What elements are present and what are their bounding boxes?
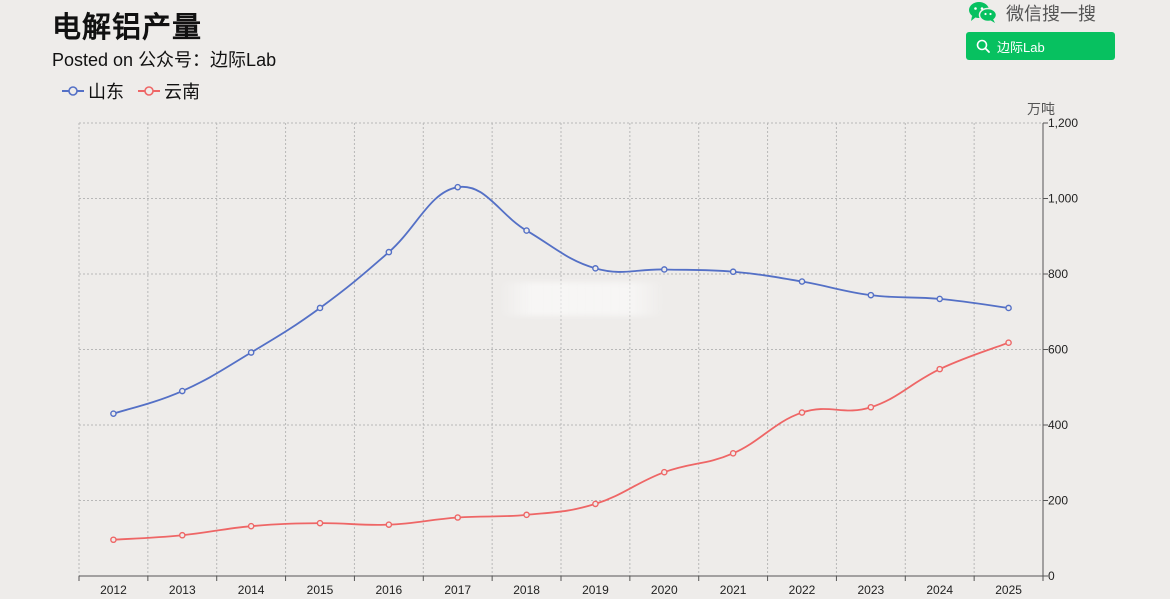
data-point-1[interactable] xyxy=(592,500,599,508)
y-tick-label: 200 xyxy=(1048,494,1068,508)
y-tick-label: 400 xyxy=(1048,418,1068,432)
legend-item-shandong[interactable]: 山东 xyxy=(62,78,124,104)
data-point-1[interactable] xyxy=(798,409,806,416)
data-point-1[interactable] xyxy=(867,403,875,411)
data-point-1[interactable] xyxy=(178,531,186,539)
chart-legend: 山东 云南 xyxy=(62,78,200,104)
legend-label-yunnan: 云南 xyxy=(164,82,200,103)
data-point-0[interactable] xyxy=(592,265,599,272)
data-point-0[interactable] xyxy=(1005,304,1012,312)
data-point-0[interactable] xyxy=(523,227,530,234)
legend-label-shandong: 山东 xyxy=(88,82,124,103)
x-tick-label: 2022 xyxy=(789,583,816,597)
x-tick-label: 2021 xyxy=(720,583,747,597)
data-point-0[interactable] xyxy=(316,304,324,312)
series-line-1 xyxy=(113,341,1009,541)
x-tick-label: 2023 xyxy=(858,583,885,597)
x-tick-label: 2019 xyxy=(582,583,609,597)
data-point-0[interactable] xyxy=(247,349,255,356)
y-axis-unit-label: 万吨 xyxy=(1027,102,1055,118)
legend-swatch-yunnan xyxy=(138,86,160,96)
data-point-0[interactable] xyxy=(867,291,875,299)
data-point-0[interactable] xyxy=(385,248,393,256)
y-tick-label: 600 xyxy=(1048,343,1068,357)
wechat-icon xyxy=(969,2,998,23)
wechat-search-text: 边际Lab xyxy=(997,39,1045,55)
watermark-overlay xyxy=(498,282,666,316)
data-point-1[interactable] xyxy=(110,536,117,544)
y-tick-label: 1,200 xyxy=(1048,116,1078,130)
data-point-1[interactable] xyxy=(247,522,255,530)
data-point-0[interactable] xyxy=(798,278,806,285)
chart-subtitle: Posted on 公众号：边际Lab xyxy=(52,50,277,70)
data-point-1[interactable] xyxy=(1005,339,1012,347)
data-point-1[interactable] xyxy=(729,450,737,457)
x-tick-label: 2020 xyxy=(651,583,678,597)
data-point-1[interactable] xyxy=(454,514,462,521)
x-tick-label: 2018 xyxy=(513,583,540,597)
data-point-1[interactable] xyxy=(316,519,324,527)
wechat-brand-label: 微信搜一搜 xyxy=(1006,4,1096,25)
chart-title: 电解铝产量 xyxy=(52,10,203,44)
wechat-search-box[interactable]: 边际Lab xyxy=(966,32,1115,60)
data-point-0[interactable] xyxy=(178,387,186,395)
wechat-brand: 微信搜一搜 xyxy=(968,0,1096,26)
series-line-0 xyxy=(113,186,1009,415)
y-tick-label: 1,000 xyxy=(1048,192,1078,206)
y-tick-label: 0 xyxy=(1048,569,1055,583)
x-tick-label: 2014 xyxy=(238,583,265,597)
search-icon xyxy=(976,39,990,53)
y-tick-label: 800 xyxy=(1048,267,1068,281)
data-point-1[interactable] xyxy=(523,511,530,519)
data-point-1[interactable] xyxy=(660,468,668,476)
x-tick-label: 2025 xyxy=(995,583,1022,597)
data-point-0[interactable] xyxy=(936,295,944,303)
x-tick-label: 2015 xyxy=(307,583,334,597)
x-tick-label: 2013 xyxy=(169,583,196,597)
x-tick-label: 2024 xyxy=(926,583,953,597)
x-tick-label: 2016 xyxy=(376,583,403,597)
data-point-0[interactable] xyxy=(454,183,462,191)
data-point-0[interactable] xyxy=(110,410,117,417)
data-point-1[interactable] xyxy=(936,365,944,373)
data-point-0[interactable] xyxy=(660,266,668,273)
data-point-1[interactable] xyxy=(385,521,393,528)
x-tick-label: 2012 xyxy=(100,583,127,597)
legend-item-yunnan[interactable]: 云南 xyxy=(138,78,200,104)
data-point-0[interactable] xyxy=(729,268,737,276)
legend-swatch-shandong xyxy=(62,86,84,96)
x-tick-label: 2017 xyxy=(444,583,471,597)
